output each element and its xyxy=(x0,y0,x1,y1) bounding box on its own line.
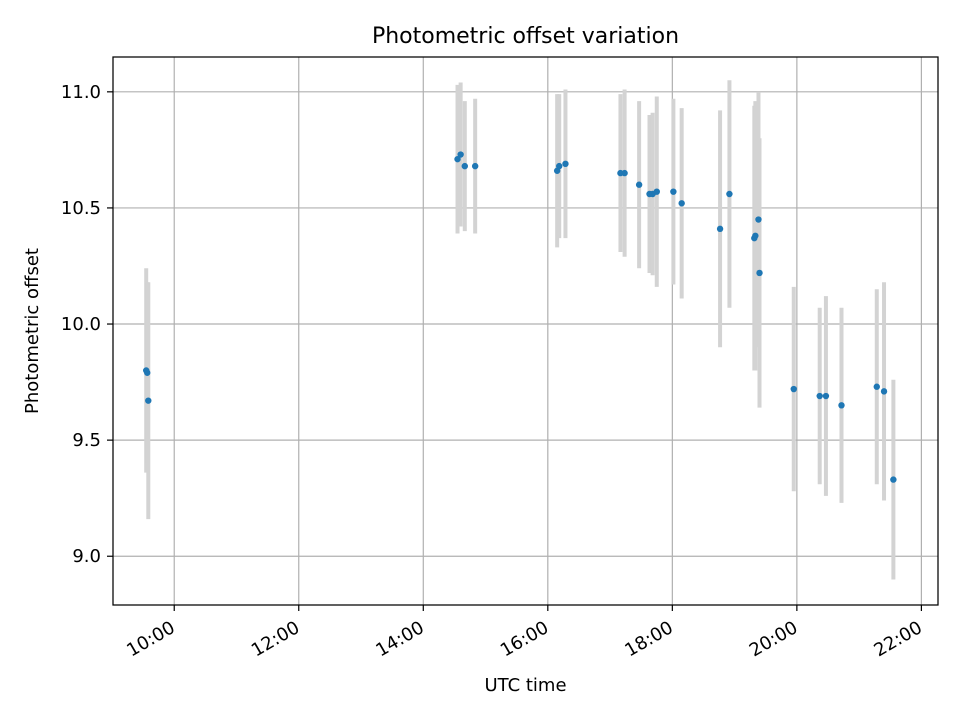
axis-ticks: 10:00 12:00 14:00 16:00 18:00 20:00 22:009.09.… xyxy=(61,82,926,661)
x-axis-label: UTC time xyxy=(484,675,566,696)
y-tick-label: 11.0 xyxy=(61,82,101,103)
data-point xyxy=(454,155,461,163)
data-point xyxy=(822,392,830,400)
data-point xyxy=(790,385,797,393)
data-point xyxy=(457,151,464,158)
data-point xyxy=(653,188,660,195)
data-point xyxy=(556,162,563,170)
data-point xyxy=(816,392,823,400)
data-point xyxy=(145,397,152,404)
data-point xyxy=(716,225,724,233)
data-point xyxy=(144,369,151,376)
data-point xyxy=(756,269,763,277)
data-point xyxy=(880,388,888,395)
y-tick-label: 10.5 xyxy=(61,198,101,219)
plot-frame xyxy=(112,56,939,606)
y-tick-label: 9.5 xyxy=(72,430,101,451)
chart-title: Photometric offset variation xyxy=(372,24,679,49)
data-point xyxy=(752,232,759,239)
data-point xyxy=(471,162,479,170)
grid xyxy=(113,57,938,605)
y-tick-label: 10.0 xyxy=(61,314,101,335)
data-point xyxy=(873,383,880,390)
data-point xyxy=(562,160,569,168)
data-point xyxy=(461,162,468,170)
y-tick-label: 9.0 xyxy=(72,546,101,567)
data-points xyxy=(143,151,897,483)
data-point xyxy=(635,181,643,188)
data-point xyxy=(621,169,628,177)
data-point xyxy=(678,200,685,207)
y-axis-label: Photometric offset xyxy=(22,248,43,414)
data-point xyxy=(755,216,762,223)
data-point xyxy=(838,402,845,409)
data-point xyxy=(726,190,733,198)
data-point xyxy=(670,188,677,195)
data-point xyxy=(890,476,897,483)
